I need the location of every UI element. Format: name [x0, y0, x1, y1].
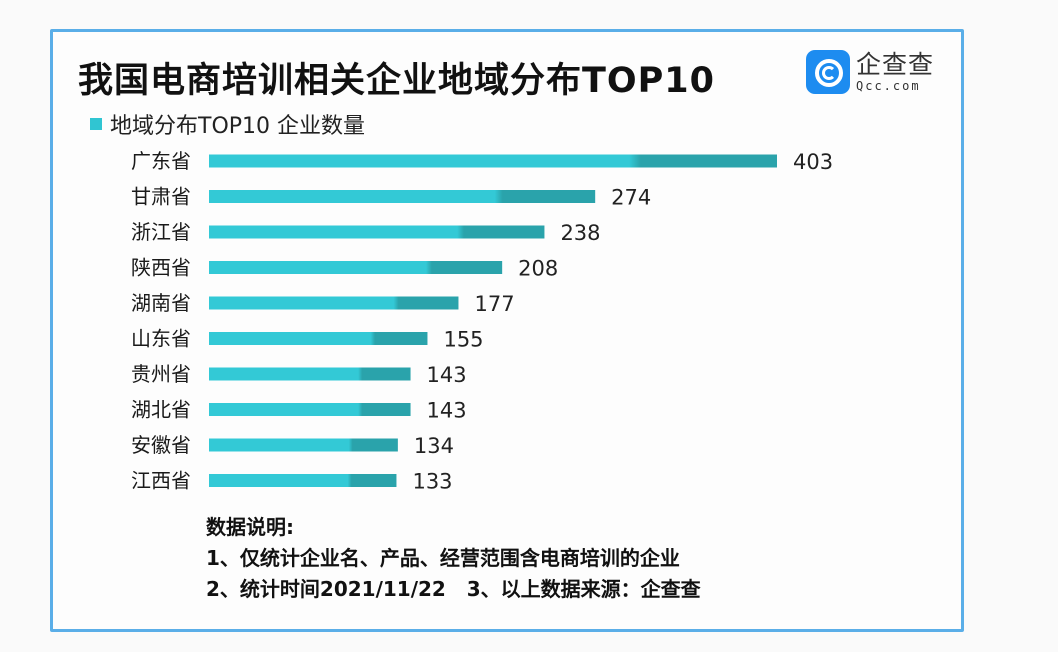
bar	[209, 403, 411, 416]
value-label: 143	[427, 363, 467, 387]
category-label: 广东省	[131, 149, 191, 173]
bar	[209, 332, 428, 345]
category-label: 江西省	[131, 469, 191, 493]
category-label: 安徽省	[131, 433, 191, 457]
value-label: 208	[518, 257, 558, 281]
value-label: 403	[793, 150, 833, 174]
bar	[209, 261, 503, 274]
notes-line-1: 1、仅统计企业名、产品、经营范围含电商培训的企业	[206, 546, 680, 570]
bar	[209, 474, 397, 487]
bar	[209, 296, 459, 310]
bar	[209, 438, 398, 452]
legend-label: 地域分布TOP10 企业数量	[110, 114, 366, 139]
value-label: 238	[560, 221, 600, 245]
category-label: 湖北省	[131, 398, 191, 422]
bar	[209, 154, 777, 168]
category-label: 陕西省	[131, 256, 191, 280]
qcc-logo-icon	[806, 50, 850, 94]
logo-text-cn: 企查查	[856, 50, 935, 79]
value-label: 143	[427, 399, 467, 423]
value-label: 134	[414, 434, 454, 458]
category-label: 山东省	[131, 327, 191, 351]
logo-text-en: Qcc.com	[856, 79, 921, 93]
value-label: 155	[443, 328, 483, 352]
legend-swatch	[90, 118, 102, 130]
bar	[209, 225, 545, 239]
qcc-logo: 企查查 Qcc.com	[806, 50, 934, 94]
notes-line-2: 2、统计时间2021/11/22 3、以上数据来源：企查查	[206, 577, 701, 601]
value-label: 177	[474, 292, 514, 316]
category-label: 浙江省	[131, 220, 191, 244]
bar	[209, 367, 411, 381]
category-label: 湖南省	[131, 291, 191, 315]
legend: 地域分布TOP10 企业数量	[90, 108, 365, 140]
value-label: 274	[611, 186, 651, 210]
category-label: 甘肃省	[131, 185, 191, 209]
chart-frame	[50, 29, 964, 632]
chart-title: 我国电商培训相关企业地域分布TOP10	[78, 61, 715, 101]
data-notes: 数据说明: 1、仅统计企业名、产品、经营范围含电商培训的企业 2、统计时间202…	[206, 512, 701, 605]
category-label: 贵州省	[131, 362, 191, 386]
bar	[209, 190, 596, 203]
notes-heading: 数据说明:	[206, 515, 294, 539]
value-label: 133	[412, 470, 452, 494]
